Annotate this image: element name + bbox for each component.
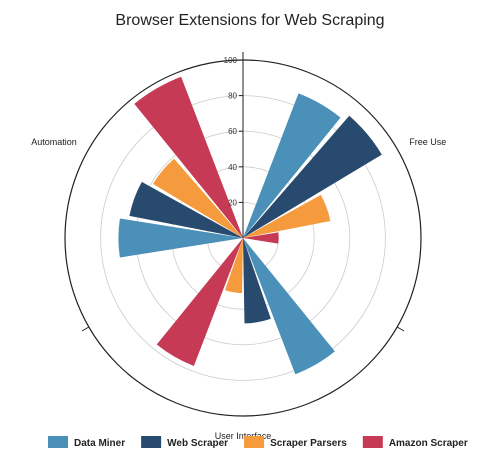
bar-data-miner-automation: [118, 218, 243, 258]
legend-swatch: [244, 436, 265, 448]
bar-amazon-scraper-free-use: [243, 232, 279, 244]
category-boundary-tick: [396, 326, 405, 332]
bar-data-miner-free-use: [243, 93, 341, 239]
radial-tick-label: 60: [228, 127, 237, 136]
bar-amazon-scraper-user-interface: [156, 238, 243, 366]
axis-layer: 20 40 60 80 100 Free Use User Interface Automat…: [31, 52, 446, 441]
bar-scraper-parsers-user-interface: [225, 238, 243, 294]
category-boundary-tick: [81, 326, 90, 332]
radial-tick-label: 20: [228, 198, 237, 207]
legend-swatch: [48, 436, 68, 448]
bar-web-scraper-user-interface: [243, 238, 271, 324]
legend-item-label: Data Miner: [74, 438, 125, 449]
radial-tick-label: 80: [228, 92, 237, 101]
legend-item-label: Scraper Parsers: [270, 438, 347, 449]
category-label: Free Use: [409, 137, 446, 147]
bar-scraper-parsers-free-use: [243, 194, 331, 238]
legend-swatch: [141, 436, 162, 448]
chart-title: Browser Extensions for Web Scraping: [115, 12, 385, 29]
bar-web-scraper-automation: [129, 181, 243, 238]
legend-item-label: Amazon Scraper: [389, 438, 468, 449]
legend: Data Miner Web Scraper Scraper Parsers Amaz…: [48, 436, 468, 449]
category-label: User Interface: [215, 431, 272, 441]
bar-data-miner-user-interface: [243, 238, 335, 375]
bars-layer: [118, 76, 382, 375]
legend-item-label: Web Scraper: [167, 438, 228, 449]
legend-swatch: [362, 436, 383, 448]
radial-tick-label: 100: [224, 56, 238, 65]
radial-tick-label: 40: [228, 163, 237, 172]
bar-web-scraper-free-use: [243, 115, 382, 238]
bar-scraper-parsers-automation: [152, 158, 243, 238]
category-label: Automation: [31, 137, 77, 147]
bar-amazon-scraper-automation: [134, 76, 243, 238]
